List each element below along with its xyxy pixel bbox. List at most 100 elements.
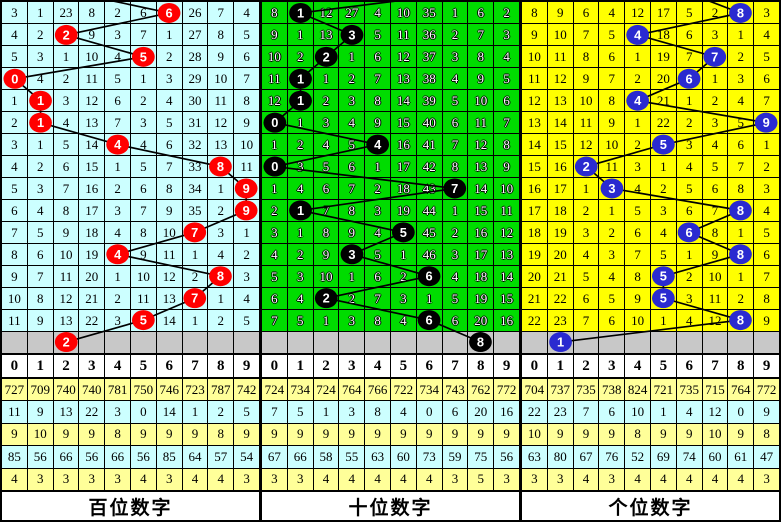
grid-cell: 19	[650, 46, 676, 67]
grid-cell: 6	[262, 288, 287, 309]
grid-cell	[130, 46, 156, 67]
column-header: 3	[79, 355, 105, 377]
stat-value: 16	[494, 401, 519, 423]
grid-cell: 11	[234, 156, 259, 177]
grid-cell: 3	[494, 24, 519, 45]
grid-cell: 39	[416, 90, 442, 111]
grid-cell: 6	[625, 222, 650, 243]
stat-value: 56	[130, 446, 156, 468]
column-header: 5	[130, 355, 156, 377]
grid-cell: 8	[625, 266, 650, 287]
grid-cell: 9	[547, 2, 573, 23]
pending-row-cell	[547, 332, 573, 353]
grid-cell: 7	[494, 112, 519, 133]
grid-cell: 30	[182, 90, 208, 111]
stat-value: 9	[287, 423, 313, 446]
grid-cell: 16	[547, 156, 573, 177]
grid-cell: 11	[702, 288, 728, 309]
grid-cell: 10	[2, 288, 27, 309]
stat-value: 727	[2, 379, 27, 401]
grid-cell: 21	[547, 266, 573, 287]
grid-cell: 5	[287, 310, 313, 331]
grid-cell	[208, 266, 234, 287]
grid-cell: 2	[650, 178, 676, 199]
grid-cell: 4	[234, 288, 259, 309]
grid-cell: 4	[754, 200, 779, 221]
grid-cell: 2	[53, 68, 79, 89]
grid-cell: 3	[728, 68, 754, 89]
grid-cell: 7	[105, 112, 130, 133]
grid-cell: 5	[234, 24, 259, 45]
grid-cell: 1	[599, 200, 625, 221]
column-header: 1	[27, 355, 53, 377]
grid-cell: 6	[365, 266, 390, 287]
grid-cell: 10	[468, 90, 494, 111]
grid-cell	[676, 68, 702, 89]
stat-value: 735	[573, 379, 599, 401]
grid-cell: 3	[287, 266, 313, 287]
grid-cell: 1	[573, 178, 599, 199]
grid-cell: 1	[105, 156, 130, 177]
grid-cell: 10	[625, 310, 650, 331]
stat-value: 6	[599, 401, 625, 423]
grid-cell: 18	[547, 200, 573, 221]
grid-cell	[416, 310, 442, 331]
pending-row-cell	[442, 332, 468, 353]
grid-cell: 4	[234, 2, 259, 23]
grid-cell: 6	[234, 46, 259, 67]
stat-value: 4	[625, 468, 650, 490]
pending-row-cell	[522, 332, 547, 353]
grid-cell: 1	[339, 46, 365, 67]
grid-cell: 13	[468, 156, 494, 177]
stat-value: 59	[442, 446, 468, 468]
stat-value: 9	[754, 401, 779, 423]
grid-cell: 4	[105, 222, 130, 243]
grid-cell	[728, 200, 754, 221]
miss-value-grid: 8 9 6 4 12 17 5 2 3 9 10 7 5 18 6 3 1 4 10 11 8 6 1 19 7 2 5 11 12 9 7…	[522, 2, 779, 353]
stat-value: 9	[262, 423, 287, 446]
stat-value: 724	[313, 379, 339, 401]
panel-title: 个位数字	[522, 492, 779, 520]
grid-cell: 1	[262, 178, 287, 199]
grid-cell: 6	[313, 178, 339, 199]
grid-cell: 5	[754, 46, 779, 67]
stat-value: 4	[2, 468, 27, 490]
stat-value: 9	[728, 423, 754, 446]
stat-value: 80	[547, 446, 573, 468]
pending-row-cell	[650, 332, 676, 353]
grid-cell: 11	[156, 244, 182, 265]
column-header: 0	[262, 355, 287, 377]
grid-cell: 45	[416, 222, 442, 243]
grid-cell: 11	[599, 156, 625, 177]
grid-cell: 18	[468, 266, 494, 287]
grid-cell: 22	[547, 288, 573, 309]
stat-value: 85	[156, 446, 182, 468]
grid-cell: 1	[130, 68, 156, 89]
grid-cell: 20	[522, 266, 547, 287]
grid-cell: 3	[442, 244, 468, 265]
stat-value: 704	[522, 379, 547, 401]
grid-cell: 5	[27, 222, 53, 243]
grid-cell: 1	[650, 310, 676, 331]
grid-cell: 13	[522, 112, 547, 133]
grid-cell: 2	[442, 24, 468, 45]
grid-cell: 19	[79, 244, 105, 265]
stat-value: 787	[208, 379, 234, 401]
stat-value: 56	[79, 446, 105, 468]
grid-cell: 20	[650, 68, 676, 89]
grid-cell: 4	[262, 244, 287, 265]
grid-cell: 2	[130, 90, 156, 111]
grid-cell: 6	[105, 90, 130, 111]
grid-cell: 12	[53, 288, 79, 309]
stat-value: 54	[234, 446, 259, 468]
grid-cell: 9	[599, 112, 625, 133]
grid-cell: 7	[27, 266, 53, 287]
grid-cell: 29	[182, 68, 208, 89]
grid-cell: 8	[365, 90, 390, 111]
stat-value: 76	[599, 446, 625, 468]
grid-cell: 8	[522, 2, 547, 23]
grid-cell: 38	[416, 68, 442, 89]
grid-cell: 4	[599, 2, 625, 23]
grid-cell: 10	[599, 134, 625, 155]
